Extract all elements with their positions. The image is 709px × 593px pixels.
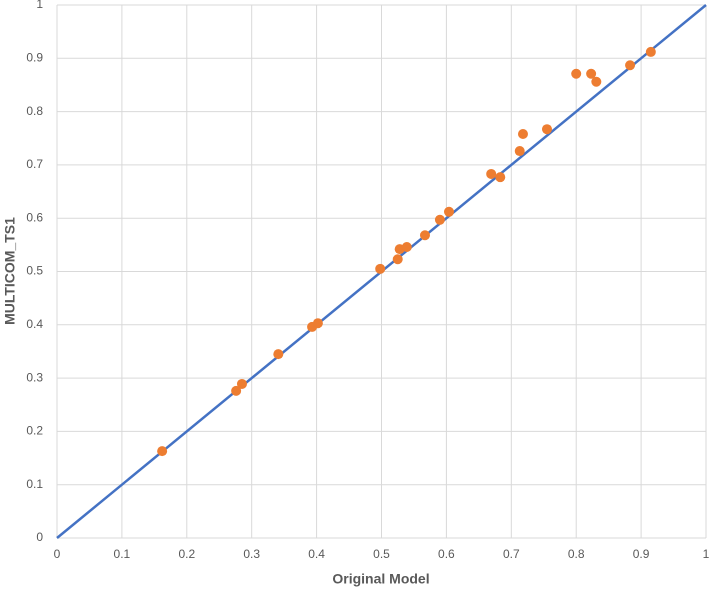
x-tick-label: 0.1 (114, 547, 131, 561)
y-tick-label: 0.6 (26, 210, 43, 224)
y-tick-label: 0.7 (26, 157, 43, 171)
point (517, 128, 528, 139)
point (273, 349, 284, 360)
y-axis-title: MULTICOM_TS1 (2, 217, 18, 325)
point (514, 146, 525, 157)
x-tick-label: 0.3 (243, 547, 260, 561)
y-tick-label: 0.4 (26, 317, 43, 331)
y-tick-label: 0.1 (26, 477, 43, 491)
x-tick-label: 0.8 (568, 547, 585, 561)
x-tick-label: 1 (703, 547, 709, 561)
point (541, 124, 552, 135)
y-tick-label: 0 (36, 530, 43, 544)
point (401, 241, 412, 252)
y-tick-label: 0.9 (26, 50, 43, 64)
x-tick-label: 0.4 (308, 547, 325, 561)
point (591, 76, 602, 87)
point (419, 230, 430, 241)
y-tick-label: 1 (36, 0, 43, 11)
x-tick-label: 0.9 (633, 547, 650, 561)
x-tick-label: 0.2 (178, 547, 195, 561)
point (375, 263, 386, 274)
x-tick-label: 0.5 (373, 547, 390, 561)
point (231, 385, 242, 396)
y-tick-label: 0.2 (26, 424, 43, 438)
point (443, 206, 454, 217)
point (392, 254, 403, 265)
point (236, 378, 247, 389)
x-tick-label: 0.6 (438, 547, 455, 561)
x-axis-title: Original Model (332, 571, 429, 587)
point (434, 214, 445, 225)
point (645, 46, 656, 57)
point (625, 60, 636, 71)
y-tick-label: 0.5 (26, 264, 43, 278)
x-tick-label: 0.7 (503, 547, 520, 561)
point (486, 168, 497, 179)
point (495, 172, 506, 183)
point (571, 68, 582, 79)
point (312, 318, 323, 329)
point (157, 446, 168, 457)
x-tick-label: 0 (54, 547, 61, 561)
y-tick-label: 0.3 (26, 370, 43, 384)
y-tick-label: 0.8 (26, 104, 43, 118)
point (586, 68, 597, 79)
